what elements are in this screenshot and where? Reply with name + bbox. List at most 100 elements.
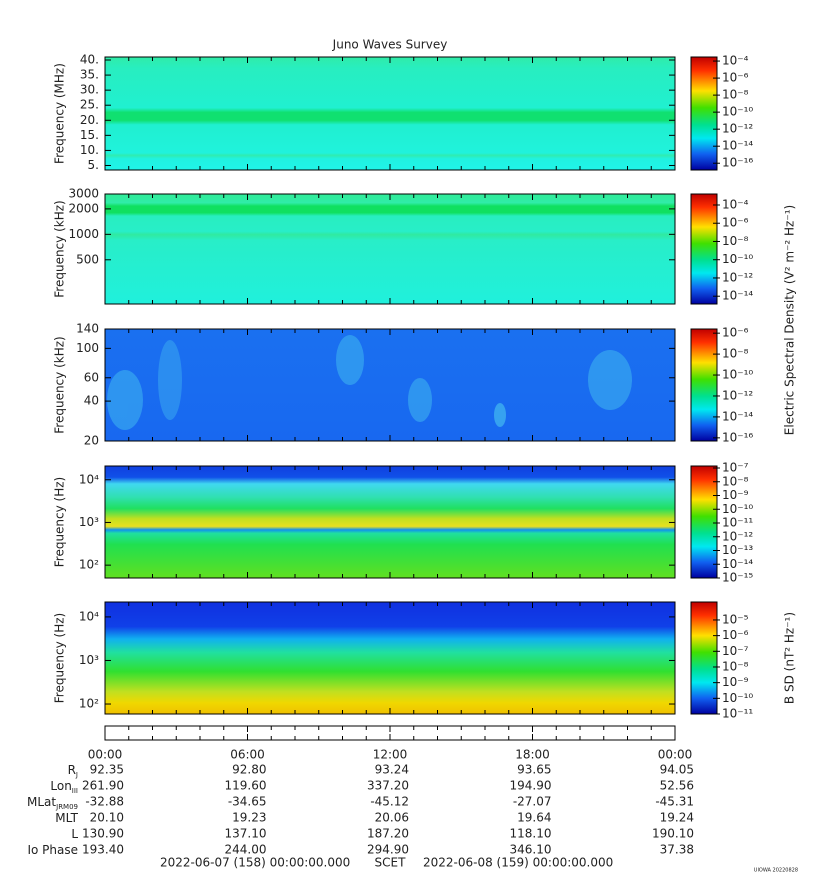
colorbar-tick-label: 10⁻¹⁴ — [722, 289, 753, 303]
colorbar-tick-label: 10⁻⁶ — [722, 71, 749, 85]
colorbar-tick-label: 10⁻¹⁰ — [722, 105, 753, 119]
ephemeris-label-sub: J — [75, 771, 78, 779]
ephemeris-value: 187.20 — [367, 827, 409, 841]
y-tick-label: 15. — [80, 128, 99, 142]
colorbar-tick-label: 10⁻⁷ — [722, 644, 749, 658]
y-axis-label: Frequency (kHz) — [53, 336, 67, 433]
ephemeris-value: 118.10 — [510, 827, 552, 841]
y-axis-label: Frequency (kHz) — [53, 200, 67, 297]
ephemeris-label: MLatJRM09 — [27, 795, 78, 812]
ephemeris-value: -32.88 — [85, 795, 124, 809]
colorbar — [690, 328, 718, 442]
ephemeris-value: -34.65 — [228, 795, 267, 809]
spectrogram — [105, 194, 675, 304]
y-axis-label: Frequency (Hz) — [53, 477, 67, 568]
colorbar-tick-label: 10⁻¹¹ — [722, 707, 753, 721]
ephemeris-label-main: Io Phase — [27, 843, 78, 857]
x-tick-label: 00:00 — [658, 748, 693, 762]
colorbar-tick-label: 10⁻¹⁴ — [722, 139, 753, 153]
spectrogram — [105, 329, 675, 441]
ephemeris-value: 52.56 — [660, 779, 694, 793]
colorbar-tick-label: 10⁻¹⁰ — [722, 502, 753, 516]
ephemeris-value: -27.07 — [513, 795, 552, 809]
y-tick-label: 140 — [76, 322, 99, 336]
colorbar-tick-label: 10⁻⁹ — [722, 675, 749, 689]
y-tick-label: 40 — [84, 394, 99, 408]
y-axis-label: Frequency (MHz) — [53, 63, 67, 164]
ephemeris-value: 294.90 — [367, 843, 409, 857]
y-tick-label: 10³ — [79, 653, 99, 667]
y-tick-label: 10² — [79, 558, 99, 572]
ephemeris-value: 190.10 — [652, 827, 694, 841]
colorbar-tick-label: 10⁻¹² — [722, 122, 753, 136]
spectrogram — [105, 57, 675, 170]
colorbar-tick-label: 10⁻⁴ — [722, 197, 749, 211]
colorbar-tick-label: 10⁻¹⁴ — [722, 557, 753, 571]
y-tick-label: 40. — [80, 53, 99, 67]
y-tick-label: 2000 — [68, 201, 99, 215]
ephemeris-label: MLT — [55, 811, 78, 825]
ephemeris-value: 137.10 — [225, 827, 267, 841]
ephemeris-label-main: Lon — [50, 779, 71, 793]
ephemeris-value: 19.64 — [517, 811, 551, 825]
chart-title: Juno Waves Survey — [332, 38, 448, 52]
ephemeris-label: RJ — [68, 763, 78, 780]
y-tick-label: 5. — [88, 158, 99, 172]
colorbar-tick-label: 10⁻⁷ — [722, 461, 749, 475]
footer-start: 2022-06-07 (158) 00:00:00.000 — [160, 856, 350, 870]
colorbar-tick-label: 10⁻⁶ — [722, 216, 749, 230]
ephemeris-value: 337.20 — [367, 779, 409, 793]
y-tick-label: 10³ — [79, 515, 99, 529]
ephemeris-value: 19.24 — [660, 811, 694, 825]
x-tick-label: 00:00 — [88, 748, 123, 762]
colorbar-tick-label: 10⁻¹⁰ — [722, 252, 753, 266]
ephemeris-value: -45.31 — [655, 795, 694, 809]
ephemeris-value: 94.05 — [660, 763, 694, 777]
y-tick-label: 500 — [76, 252, 99, 266]
colorbar — [690, 56, 718, 171]
colorbar-tick-label: 10⁻⁵ — [722, 612, 749, 626]
colorbar-tick-label: 10⁻⁸ — [722, 347, 749, 361]
x-tick-label: 12:00 — [373, 748, 408, 762]
ephemeris-label: LonIII — [50, 779, 78, 796]
y-axis-label: Frequency (Hz) — [53, 613, 67, 704]
y-tick-label: 20. — [80, 113, 99, 127]
colorbar — [690, 193, 718, 305]
y-tick-label: 30. — [80, 83, 99, 97]
colorbar-tick-label: 10⁻¹² — [722, 270, 753, 284]
y-tick-label: 20 — [84, 434, 99, 448]
y-tick-label: 25. — [80, 98, 99, 112]
ephemeris-value: -45.12 — [370, 795, 409, 809]
colorbar-tick-label: 10⁻¹⁶ — [722, 430, 753, 444]
colorbar-tick-label: 10⁻¹² — [722, 388, 753, 402]
spectrogram-texture — [107, 335, 632, 430]
ephemeris-value: 130.90 — [82, 827, 124, 841]
ephemeris-value: 37.38 — [660, 843, 694, 857]
ephemeris-value: 119.60 — [225, 779, 267, 793]
y-tick-label: 10⁴ — [79, 609, 99, 623]
footer-end: 2022-06-08 (159) 00:00:00.000 — [423, 856, 613, 870]
colorbar-tick-label: 10⁻⁸ — [722, 88, 749, 102]
colorbar — [690, 465, 718, 579]
spectrogram — [105, 466, 675, 578]
y-tick-label: 10⁴ — [79, 472, 99, 486]
ephemeris-value: 93.24 — [375, 763, 409, 777]
ephemeris-value: 261.90 — [82, 779, 124, 793]
ephemeris-value: 92.35 — [90, 763, 124, 777]
stamp: UIOWA 20220828 — [754, 868, 798, 874]
ephemeris-label-main: MLat — [27, 795, 56, 809]
colorbar — [690, 601, 718, 715]
y-tick-label: 10² — [79, 697, 99, 711]
colorbar-tick-label: 10⁻¹⁰ — [722, 691, 753, 705]
y-tick-label: 100 — [76, 341, 99, 355]
footer-scet: SCET — [375, 856, 407, 870]
ephemeris-value: 346.10 — [510, 843, 552, 857]
y-tick-label: 1000 — [68, 227, 99, 241]
colorbar-tick-label: 10⁻¹⁶ — [722, 156, 753, 170]
colorbar-tick-label: 10⁻⁹ — [722, 488, 749, 502]
colorbar-tick-label: 10⁻¹⁴ — [722, 409, 753, 423]
ephemeris-value: 20.10 — [90, 811, 124, 825]
x-tick-label: 06:00 — [230, 748, 265, 762]
colorbar-label: B SD (nT² Hz⁻¹) — [783, 612, 797, 704]
